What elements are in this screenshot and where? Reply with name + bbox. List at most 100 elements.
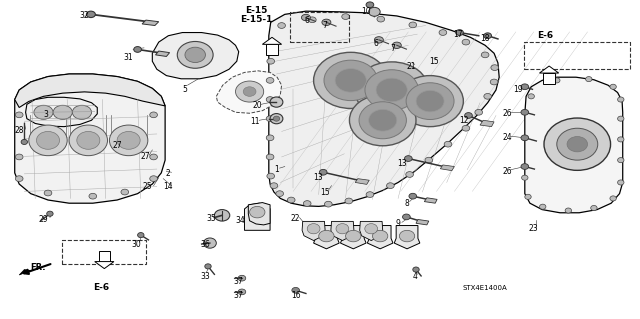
Text: 37: 37 xyxy=(234,277,244,286)
Ellipse shape xyxy=(243,87,256,96)
Ellipse shape xyxy=(267,42,275,48)
Ellipse shape xyxy=(86,11,95,18)
Ellipse shape xyxy=(319,169,327,175)
Text: 3: 3 xyxy=(44,110,49,119)
Ellipse shape xyxy=(266,97,274,102)
Ellipse shape xyxy=(345,198,353,204)
Polygon shape xyxy=(262,37,282,44)
Ellipse shape xyxy=(34,105,53,119)
Polygon shape xyxy=(394,226,420,249)
Ellipse shape xyxy=(267,58,275,64)
Ellipse shape xyxy=(409,22,417,28)
Ellipse shape xyxy=(314,52,388,108)
Ellipse shape xyxy=(21,139,28,145)
Polygon shape xyxy=(216,71,282,113)
Ellipse shape xyxy=(109,125,148,156)
Ellipse shape xyxy=(557,128,598,160)
Text: 37: 37 xyxy=(234,291,244,300)
Text: 16: 16 xyxy=(291,291,301,300)
Polygon shape xyxy=(360,221,383,241)
Polygon shape xyxy=(355,179,369,184)
Text: 30: 30 xyxy=(131,241,141,249)
Ellipse shape xyxy=(287,197,295,203)
Ellipse shape xyxy=(484,93,492,99)
Ellipse shape xyxy=(387,183,394,189)
Ellipse shape xyxy=(481,52,489,58)
Ellipse shape xyxy=(15,176,23,182)
Ellipse shape xyxy=(618,180,624,185)
Polygon shape xyxy=(302,221,325,241)
Ellipse shape xyxy=(522,175,528,180)
Ellipse shape xyxy=(369,7,380,16)
Text: 2: 2 xyxy=(165,169,170,178)
Ellipse shape xyxy=(89,193,97,199)
Ellipse shape xyxy=(150,112,157,118)
Ellipse shape xyxy=(610,84,616,89)
Text: 21: 21 xyxy=(407,62,416,70)
Ellipse shape xyxy=(462,39,470,45)
Text: 26: 26 xyxy=(502,167,513,176)
Ellipse shape xyxy=(544,118,611,170)
Ellipse shape xyxy=(292,287,300,293)
Ellipse shape xyxy=(355,62,429,118)
Ellipse shape xyxy=(335,69,366,92)
Polygon shape xyxy=(269,11,499,206)
Text: FR.: FR. xyxy=(31,263,46,272)
Ellipse shape xyxy=(15,154,23,160)
Text: 6: 6 xyxy=(373,39,378,48)
Ellipse shape xyxy=(308,17,316,23)
Ellipse shape xyxy=(44,190,52,196)
Ellipse shape xyxy=(238,275,246,281)
Polygon shape xyxy=(142,20,159,26)
Ellipse shape xyxy=(214,210,230,221)
Polygon shape xyxy=(424,198,437,203)
Text: 18: 18 xyxy=(480,34,489,43)
Text: 23: 23 xyxy=(528,224,538,233)
Text: 4: 4 xyxy=(412,272,417,281)
Ellipse shape xyxy=(465,113,472,118)
Ellipse shape xyxy=(273,116,280,121)
Text: 11: 11 xyxy=(250,117,259,126)
Ellipse shape xyxy=(439,30,447,35)
Text: 27: 27 xyxy=(140,152,150,161)
Ellipse shape xyxy=(307,224,320,234)
Ellipse shape xyxy=(521,164,529,169)
Ellipse shape xyxy=(324,60,378,100)
Ellipse shape xyxy=(204,238,216,248)
Ellipse shape xyxy=(117,131,140,149)
Text: 6: 6 xyxy=(305,16,310,25)
Ellipse shape xyxy=(121,189,129,195)
Ellipse shape xyxy=(475,109,483,115)
Polygon shape xyxy=(15,74,165,108)
Polygon shape xyxy=(440,165,454,171)
Ellipse shape xyxy=(53,105,72,119)
Text: 14: 14 xyxy=(163,182,173,191)
Ellipse shape xyxy=(185,47,205,63)
Text: 24: 24 xyxy=(502,133,513,142)
Bar xyxy=(266,44,278,55)
Ellipse shape xyxy=(322,19,331,26)
Text: 32: 32 xyxy=(79,11,90,20)
Ellipse shape xyxy=(267,173,275,179)
Ellipse shape xyxy=(236,81,264,102)
Bar xyxy=(99,251,110,262)
Ellipse shape xyxy=(399,230,415,242)
Text: 13: 13 xyxy=(313,173,323,182)
Text: 1: 1 xyxy=(274,165,279,174)
Polygon shape xyxy=(26,97,97,127)
Ellipse shape xyxy=(491,65,499,70)
Ellipse shape xyxy=(266,135,274,141)
Text: E-6: E-6 xyxy=(537,31,554,40)
Ellipse shape xyxy=(238,289,246,295)
Ellipse shape xyxy=(276,191,284,197)
Ellipse shape xyxy=(554,78,560,83)
Ellipse shape xyxy=(528,94,534,99)
Text: E-6: E-6 xyxy=(93,283,109,292)
Ellipse shape xyxy=(365,224,378,234)
Ellipse shape xyxy=(150,154,157,160)
Text: 9: 9 xyxy=(396,219,401,228)
Ellipse shape xyxy=(540,204,546,209)
Ellipse shape xyxy=(15,112,23,118)
Ellipse shape xyxy=(324,201,332,207)
Text: 25: 25 xyxy=(142,182,152,191)
